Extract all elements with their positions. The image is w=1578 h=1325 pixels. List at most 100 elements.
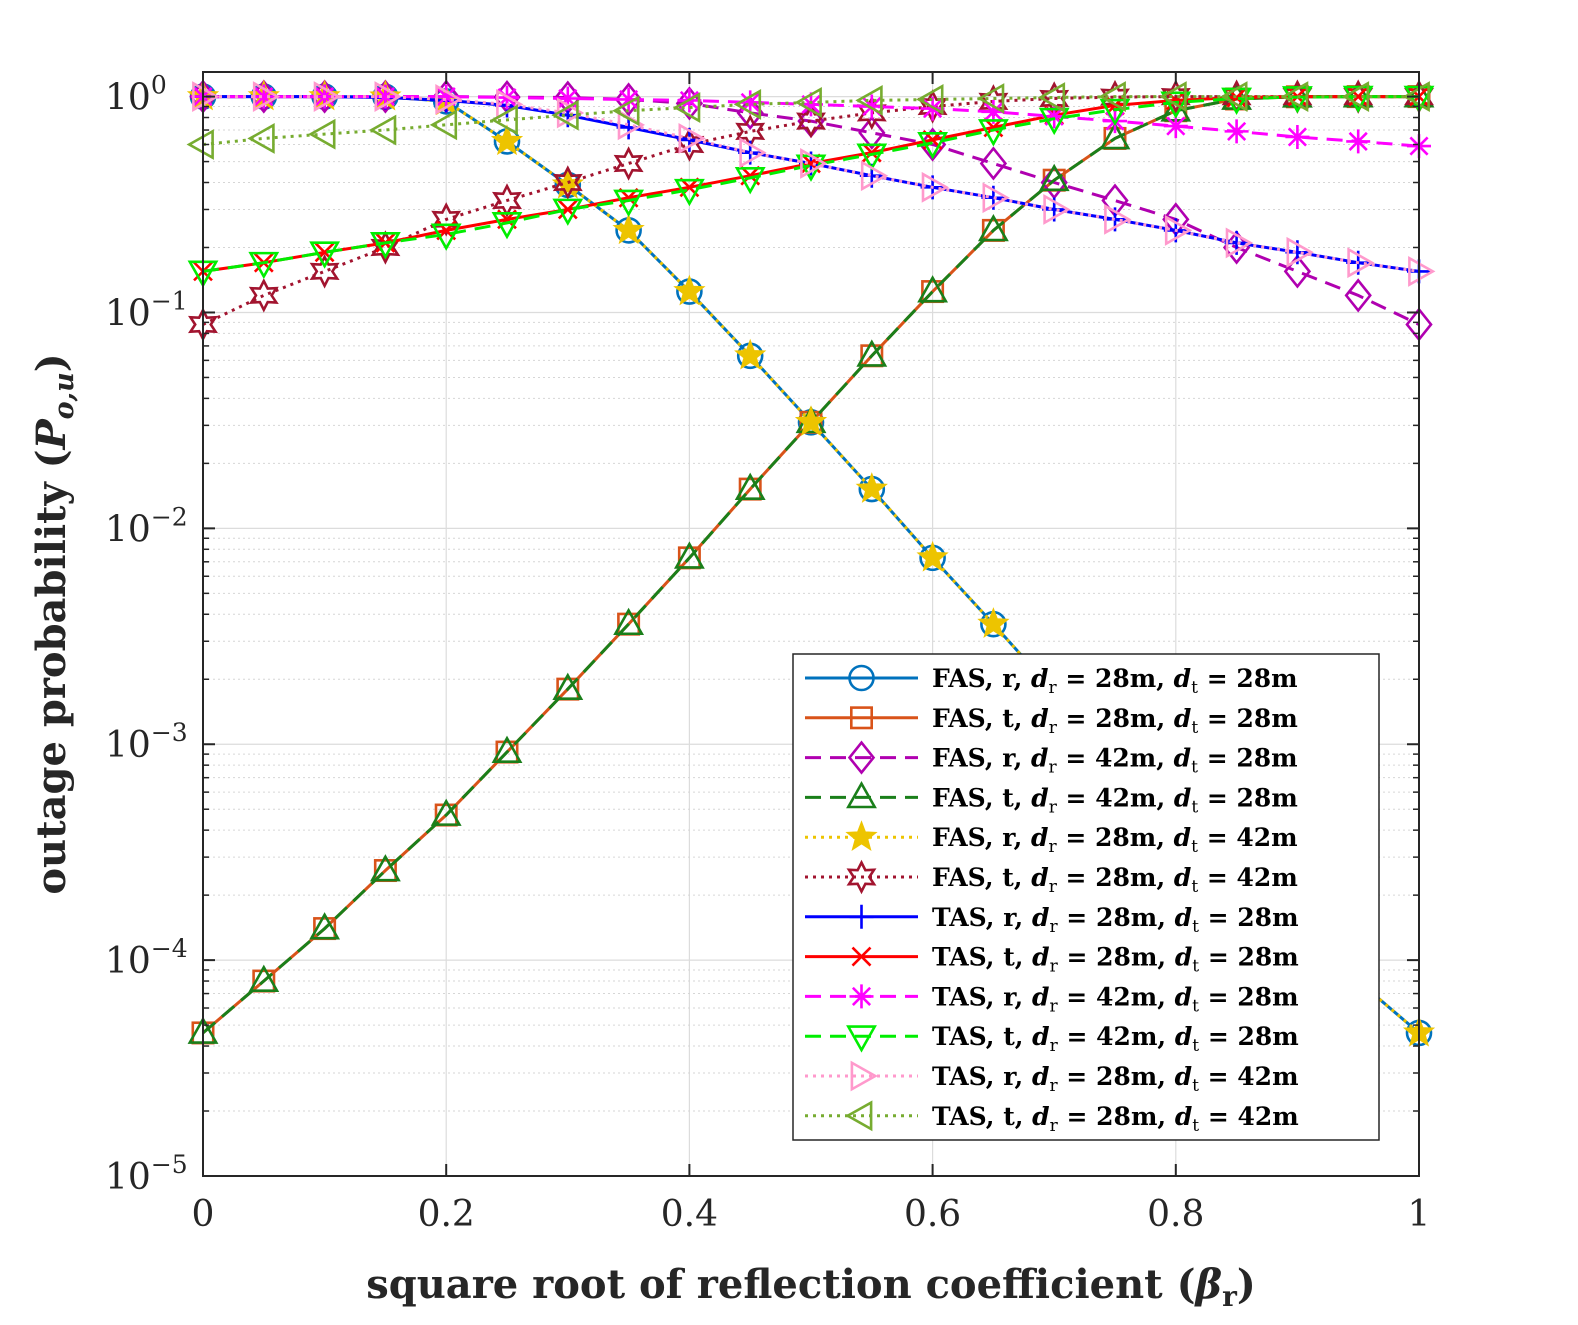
y-tick-label: 10−2 [105,502,188,550]
data-point [917,275,949,303]
data-point [374,81,402,113]
legend-label-part: = 42m [1198,863,1298,892]
data-point [979,146,1008,181]
legend-label-part: d [1174,823,1191,852]
data-point [672,92,701,123]
legend-label: FAS, t, dr = 28m, dt = 28m [932,704,1298,738]
legend-label-part: r [1049,678,1058,698]
y-axis-label-close: ) [28,353,75,372]
legend-label-part: FAS, r, [932,664,1031,693]
data-point [976,83,1005,114]
data-point [673,541,705,569]
x-tick-label: 1 [1408,1194,1431,1235]
data-point [859,94,884,119]
data-point [916,540,949,572]
legend-label: TAS, t, dr = 28m, dt = 42m [932,1102,1299,1136]
legend-label-part: = 28m, [1057,664,1174,693]
data-point [1348,86,1369,107]
legend-label: FAS, t, dr = 42m, dt = 28m [932,783,1298,817]
y-tick-label-exponent: −2 [151,502,188,531]
data-point [1347,247,1375,279]
x-tick-label: 0.8 [1147,1194,1204,1235]
series-10 [187,85,1435,288]
legend-label-part: = 28m, [1058,943,1175,972]
legend-label-part: t [1192,1036,1199,1056]
x-tick-label: 0 [192,1194,215,1235]
data-point [1104,203,1132,235]
legend-label-part: t [1192,996,1199,1016]
data-point [977,213,1009,242]
data-point [1098,81,1126,113]
legend-label-part: = 42m, [1057,744,1174,773]
legend-label-part: d [1031,823,1048,852]
legend-label-part: = 42m [1199,1062,1299,1091]
legend-marker [845,820,878,851]
y-axis-label: outage probability (Po,u) [28,353,80,894]
legend-label-part: FAS, t, [932,863,1031,892]
legend-label-part: r [1049,1076,1058,1096]
data-point [616,87,641,112]
data-point [1220,81,1248,113]
legend-box [792,653,1380,1141]
data-point [313,81,342,113]
data-point [309,254,340,289]
data-point [612,95,640,127]
data-point [309,912,341,940]
data-point [309,241,341,269]
data-point [186,129,214,160]
data-point [739,137,767,169]
data-point [314,242,335,263]
plot-area-frame [202,71,1420,1177]
legend-label-part: d [1174,664,1191,693]
data-point [673,274,706,306]
legend-label-part: d [1174,783,1191,812]
data-point [552,672,584,701]
y-tick-label-exponent: −5 [151,1150,188,1179]
data-point [490,104,518,136]
data-point [799,92,823,117]
legend-label-part: d [1031,783,1048,812]
legend-label-part: t [1192,1076,1199,1096]
y-tick-label-base: 10 [105,1157,151,1198]
legend-label: FAS, t, dr = 28m, dt = 42m [932,863,1298,897]
legend-marker [847,740,876,775]
legend-label-part: t [1191,877,1198,897]
legend-label-part: TAS, r, [932,982,1032,1011]
legend-label-part: r [1049,837,1058,857]
data-point [430,223,462,251]
legend-label-part: = 42m, [1057,783,1174,812]
data-point [794,86,822,118]
legend-label-part: r [1049,718,1058,738]
data-point [429,109,458,141]
legend-label-part: d [1032,903,1049,932]
x-axis-label-symbol: β [1194,1261,1223,1308]
data-point [738,90,763,115]
data-point [1043,194,1071,225]
legend-marker [849,904,874,929]
y-tick-label-base: 10 [105,725,151,766]
legend-label-part: = 28m, [1057,823,1174,852]
legend-label-part: t [1191,797,1198,817]
data-point [1099,98,1131,127]
legend-marker [849,706,873,730]
data-point [1280,81,1309,113]
x-axis-label-text: square root of reflection coefficient ( [366,1261,1195,1308]
legend-label-part: = 28m, [1057,704,1174,733]
legend-label-part: d [1032,1062,1049,1091]
data-point [252,81,281,113]
data-point [1408,255,1436,287]
legend-label-part: TAS, t, [932,1102,1032,1131]
legend-label-part: = 42m [1198,823,1298,852]
legend-label-part: d [1032,982,1049,1011]
data-point [982,182,1010,214]
data-point [552,165,583,200]
legend-label-part: t [1191,718,1198,738]
legend-label-part: d [1031,664,1048,693]
legend-label: FAS, r, dr = 42m, dt = 28m [932,744,1298,778]
data-point [977,607,1010,638]
legend-label-part: = 28m [1199,1022,1299,1051]
legend-entry: FAS, r, dr = 42m, dt = 28m [805,740,1298,778]
data-point [613,146,644,181]
